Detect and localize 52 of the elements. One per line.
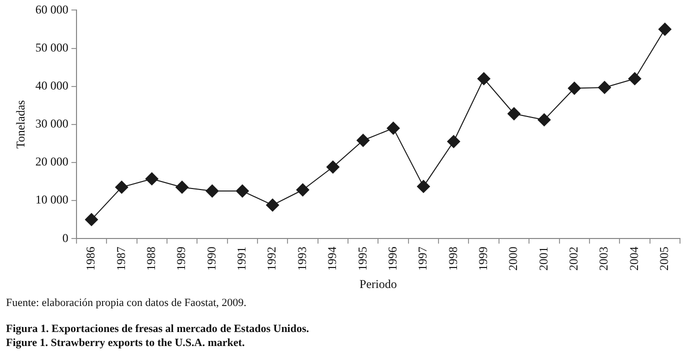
x-tick-label: 2004	[626, 246, 641, 271]
point	[538, 113, 551, 126]
x-tick-label: 1993	[294, 246, 309, 271]
y-axis-title: Toneladas	[13, 100, 28, 149]
y-tick-label: 0	[62, 230, 68, 245]
point	[266, 198, 280, 212]
point	[628, 72, 642, 86]
x-tick-label: 1994	[325, 246, 340, 271]
x-tick-label: 1998	[446, 246, 460, 271]
y-tick-label: 60 000	[35, 2, 68, 16]
x-tick-label: 1990	[204, 246, 218, 271]
x-tick-label: 2005	[657, 246, 672, 271]
point	[477, 72, 490, 86]
point	[598, 80, 612, 94]
x-tick-label: 2000	[506, 246, 520, 271]
point	[296, 183, 310, 196]
x-tick-label: 1987	[114, 246, 128, 271]
caption: Figure 1. Strawberry exports to the U.S.A. market.	[6, 336, 246, 350]
point	[356, 134, 370, 147]
point	[176, 180, 189, 194]
point	[84, 213, 98, 226]
x-tick-label: 2002	[566, 246, 581, 271]
x-tick-label: 1986	[84, 246, 98, 271]
y-tick-label: 50 000	[35, 40, 68, 54]
point	[386, 122, 400, 135]
point	[658, 22, 672, 36]
x-axis-title: Periodo	[360, 276, 397, 291]
y-tick-label: 10 000	[35, 192, 68, 207]
source-note: Fuente: elaboración propia con datos de Faostat, 2009.	[6, 296, 248, 310]
point	[508, 107, 521, 120]
x-tick-label: 1988	[144, 246, 158, 271]
x-tick-label: 1989	[174, 246, 188, 271]
x-tick-label: 1997	[416, 246, 430, 271]
y-tick-label: 40 000	[35, 78, 68, 92]
point	[326, 160, 340, 174]
x-tick-label: 2001	[536, 246, 550, 271]
x-tick-label: 1992	[264, 246, 279, 271]
y-tick-label: 30 000	[35, 116, 68, 131]
x-tick-label: 1996	[385, 246, 400, 271]
point	[115, 180, 128, 194]
y-tick-label: 20 000	[35, 154, 68, 169]
x-tick-label: 1995	[355, 246, 370, 271]
point	[236, 184, 249, 198]
x-tick-label: 2003	[596, 246, 611, 271]
point	[447, 135, 460, 148]
point	[145, 172, 158, 186]
x-tick-label: 1991	[234, 246, 249, 271]
x-tick-label: 1999	[476, 246, 490, 271]
point	[416, 180, 430, 193]
point	[206, 184, 219, 198]
point	[568, 82, 581, 95]
text: Figura 1. Exportaciones de fresas al mercado de Estados Unidos.	[6, 322, 310, 336]
